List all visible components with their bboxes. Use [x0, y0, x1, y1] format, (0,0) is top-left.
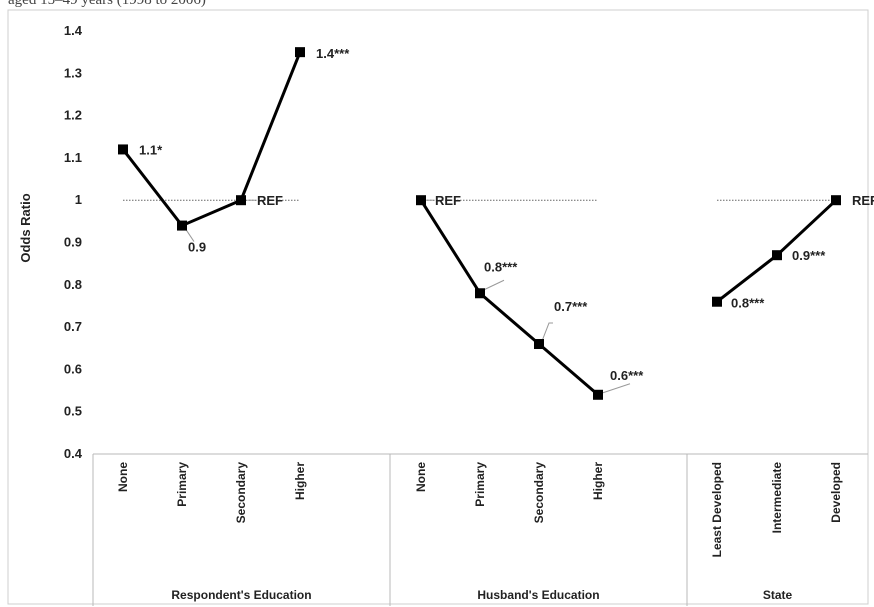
- data-point-marker: [416, 195, 426, 206]
- category-label: Higher: [293, 462, 307, 500]
- category-label: Primary: [175, 462, 189, 507]
- series-line: [121, 51, 302, 228]
- data-label: 0.6***: [610, 368, 644, 383]
- category-axis: None Primary Secondary Higher Respondent's E…: [92, 453, 868, 606]
- category-label: Secondary: [532, 462, 546, 524]
- data-label: REF: [257, 193, 283, 208]
- y-tick-label: 1.4: [64, 23, 83, 38]
- y-tick-label: 0.8: [64, 277, 82, 292]
- data-point-marker: [772, 250, 782, 261]
- data-point-marker: [534, 339, 544, 350]
- series-markers: [118, 47, 841, 400]
- label-leaders: [185, 199, 631, 394]
- label-leader-line: [185, 229, 195, 242]
- series-lines: [121, 51, 838, 396]
- label-leader-line: [541, 322, 553, 342]
- y-tick-label: 0.6: [64, 361, 82, 376]
- y-tick-label: 0.7: [64, 319, 82, 334]
- data-point-marker: [177, 220, 187, 231]
- label-leader-line: [602, 383, 631, 394]
- data-label: 1.4***: [316, 46, 350, 61]
- group-label: State: [763, 588, 793, 602]
- data-point-marker: [593, 389, 603, 400]
- category-label: None: [414, 462, 428, 492]
- data-point-marker: [475, 288, 485, 299]
- category-label: None: [116, 462, 130, 492]
- category-label: Primary: [473, 462, 487, 507]
- category-label: Higher: [591, 462, 605, 500]
- y-tick-label: 0.9: [64, 235, 82, 250]
- group-label: Respondent's Education: [171, 588, 311, 602]
- y-tick-label: 0.5: [64, 404, 82, 419]
- data-point-marker: [236, 195, 246, 206]
- data-labels: 1.1* 0.9 REF 1.4*** REF 0.8*** 0.7*** 0.6*** 0.8…: [139, 46, 874, 383]
- data-label: 0.8***: [731, 296, 765, 311]
- data-label: REF: [852, 193, 874, 208]
- label-leader-line: [482, 279, 505, 291]
- data-label: 0.9: [188, 240, 206, 255]
- category-label: Intermediate: [770, 462, 784, 534]
- category-label: Developed: [829, 462, 843, 523]
- category-label: Least Developed: [710, 462, 724, 557]
- series-line: [419, 199, 599, 396]
- chart-title: aged 15–49 years (1998 to 2006): [8, 0, 206, 8]
- data-label: 0.9***: [792, 248, 826, 263]
- group-label: Husband's Education: [477, 588, 599, 602]
- y-tick-label: 0.4: [64, 446, 83, 461]
- data-point-marker: [295, 47, 305, 58]
- y-axis-label: Odds Ratio: [18, 193, 33, 262]
- y-tick-label: 1.3: [64, 65, 82, 80]
- data-point-marker: [118, 144, 128, 155]
- data-label: 0.7***: [554, 299, 588, 314]
- y-tick-label: 1.1: [64, 150, 82, 165]
- y-axis-ticks: 0.4 0.5 0.6 0.7 0.8 0.9 1 1.1 1.2 1.3 1.4: [64, 23, 83, 461]
- y-tick-label: 1.2: [64, 108, 82, 123]
- y-tick-label: 1: [75, 192, 82, 207]
- plot-frame: [7, 9, 869, 605]
- data-label: 0.8***: [484, 259, 518, 274]
- data-label: 1.1*: [139, 142, 163, 157]
- data-label: REF: [435, 193, 461, 208]
- category-label: Secondary: [234, 462, 248, 524]
- data-point-marker: [831, 195, 841, 206]
- data-point-marker: [712, 296, 722, 307]
